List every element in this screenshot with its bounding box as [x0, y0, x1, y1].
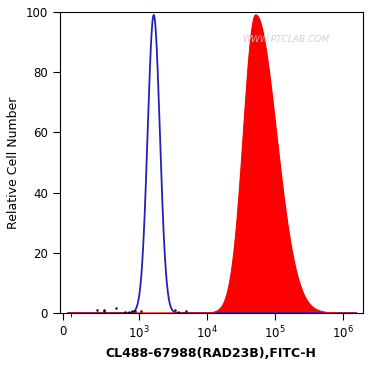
Point — [122, 309, 128, 315]
Text: WWW.PTCLAB.COM: WWW.PTCLAB.COM — [242, 35, 329, 44]
Point — [101, 307, 107, 313]
Point — [130, 308, 135, 314]
Y-axis label: Relative Cell Number: Relative Cell Number — [7, 96, 20, 229]
Point — [94, 308, 100, 313]
Point — [172, 306, 178, 312]
Point — [113, 306, 119, 312]
Point — [175, 309, 181, 315]
Point — [183, 308, 189, 314]
Point — [138, 308, 144, 314]
Point — [132, 309, 138, 315]
Point — [126, 309, 132, 315]
Point — [101, 308, 107, 314]
X-axis label: CL488-67988(RAD23B),FITC-H: CL488-67988(RAD23B),FITC-H — [106, 347, 317, 360]
